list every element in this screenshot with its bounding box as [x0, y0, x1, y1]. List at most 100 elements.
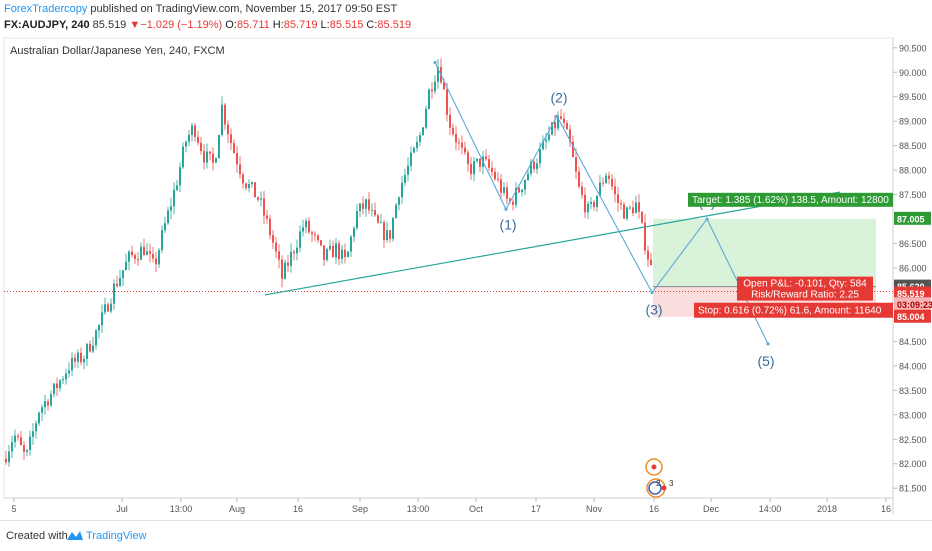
candle-body: [236, 153, 238, 165]
candle-body: [596, 195, 598, 207]
symbol-label[interactable]: FX:AUDJPY, 240: [4, 19, 90, 31]
chart-title: Australian Dollar/Japanese Yen, 240, FXC…: [10, 45, 225, 57]
candle-body: [464, 147, 466, 153]
candle-body: [455, 134, 457, 143]
price-tick-label: 83.500: [899, 386, 927, 396]
tradingview-brand[interactable]: TradingView: [86, 530, 147, 542]
stop-label-text: Stop: 0.616 (0.72%) 61.6, Amount: 11640: [698, 306, 882, 317]
change-value: −1.029 (−1.19%): [140, 19, 223, 31]
candle-body: [149, 251, 151, 254]
candle-body: [212, 153, 214, 163]
elliott-wave-line[interactable]: [434, 62, 769, 345]
risk-reward-text: Risk/Reward Ratio: 2.25: [751, 290, 859, 301]
target-zone[interactable]: [653, 218, 876, 287]
candle-body: [35, 423, 37, 432]
candle-body: [329, 245, 331, 250]
candle-body: [509, 198, 511, 202]
candle-body: [434, 81, 436, 92]
candle-body: [614, 186, 616, 195]
candle-body: [92, 345, 94, 352]
time-tick-label: 16: [649, 504, 659, 514]
pnl-text: Open P&L: -0.101, Qty: 584: [743, 279, 867, 290]
candle-body: [611, 178, 613, 187]
author-link[interactable]: ForexTradercopy: [4, 3, 88, 15]
candle-body: [551, 122, 553, 135]
candle-body: [410, 152, 412, 166]
countdown-tag: 03:09:23: [897, 300, 932, 310]
price-tick-label: 81.500: [899, 484, 927, 494]
candle-body: [530, 161, 532, 174]
target-label-bg: [688, 192, 893, 207]
target-price-tag-bg: [894, 211, 931, 225]
wave-point[interactable]: [433, 60, 437, 65]
candle-body: [242, 174, 244, 184]
stop-price-tag: 85.004: [897, 312, 925, 322]
candle-body: [368, 199, 370, 211]
candle-body: [59, 380, 61, 389]
candle-body: [140, 246, 142, 260]
candle-body: [608, 175, 610, 179]
candle-body: [218, 135, 220, 159]
event-ring-icon[interactable]: [645, 458, 663, 476]
down-arrow-icon: ▼: [129, 19, 141, 31]
candle-body: [542, 141, 544, 150]
candle-body: [125, 261, 127, 271]
event-flag-icon[interactable]: [648, 481, 662, 495]
price-tick-label: 90.000: [899, 68, 927, 78]
candle-body: [641, 211, 643, 223]
candle-body: [359, 203, 361, 212]
candle-body: [137, 258, 139, 260]
candle-body: [77, 352, 79, 362]
wave-label: (5): [757, 353, 774, 369]
wave-point[interactable]: [555, 114, 559, 118]
price-chart[interactable]: 81.500 82.000 82.500 83.000 83.500 84.000 84.5…: [0, 36, 932, 520]
time-tick-label: Sep: [352, 504, 368, 514]
candle-body: [176, 185, 178, 190]
publish-info: published on TradingView.com, November 1…: [90, 3, 398, 15]
candle-body: [296, 247, 298, 254]
candle-body: [578, 171, 580, 187]
candle-body: [167, 210, 169, 224]
candle-body: [536, 163, 538, 170]
candle-body: [230, 134, 232, 144]
event-dot-icon: [651, 464, 657, 470]
wave-point[interactable]: [504, 207, 508, 211]
candle-body: [131, 251, 133, 256]
candle-body: [560, 116, 562, 119]
candle-body: [644, 222, 646, 251]
candle-body: [44, 401, 46, 408]
stop-label[interactable]: Stop: 0.616 (0.72%) 61.6, Amount: 11640: [694, 302, 893, 318]
candle-body: [152, 253, 154, 259]
candle-body: [161, 230, 163, 251]
candle-body: [416, 141, 418, 148]
wave-point[interactable]: [650, 290, 654, 295]
candle-body: [95, 330, 97, 346]
candle-body: [347, 251, 349, 258]
candle-body: [617, 194, 619, 204]
candle-body: [65, 373, 67, 380]
candle-body: [365, 199, 367, 209]
candle-body: [575, 157, 577, 172]
candle-body: [266, 215, 268, 219]
candle-body: [350, 236, 352, 252]
candle-body: [527, 173, 529, 181]
candle-body: [113, 283, 115, 304]
candle-body: [278, 251, 280, 260]
candle-body: [353, 228, 355, 237]
candle-body: [605, 175, 607, 184]
time-tick-label: Nov: [586, 504, 603, 514]
trendline[interactable]: [264, 191, 841, 296]
candle-body: [590, 201, 592, 204]
candle-body: [563, 118, 565, 123]
candle-body: [443, 82, 445, 90]
wave-point[interactable]: [766, 342, 770, 346]
candle-body: [164, 223, 166, 231]
candle-body: [392, 218, 394, 239]
candle-body: [326, 249, 328, 260]
candle-body: [356, 211, 358, 229]
wave-point[interactable]: [705, 217, 709, 221]
candle-body: [260, 198, 262, 200]
target-label[interactable]: Target: 1.385 (1.62%) 138.5, Amount: 128…: [688, 192, 893, 207]
